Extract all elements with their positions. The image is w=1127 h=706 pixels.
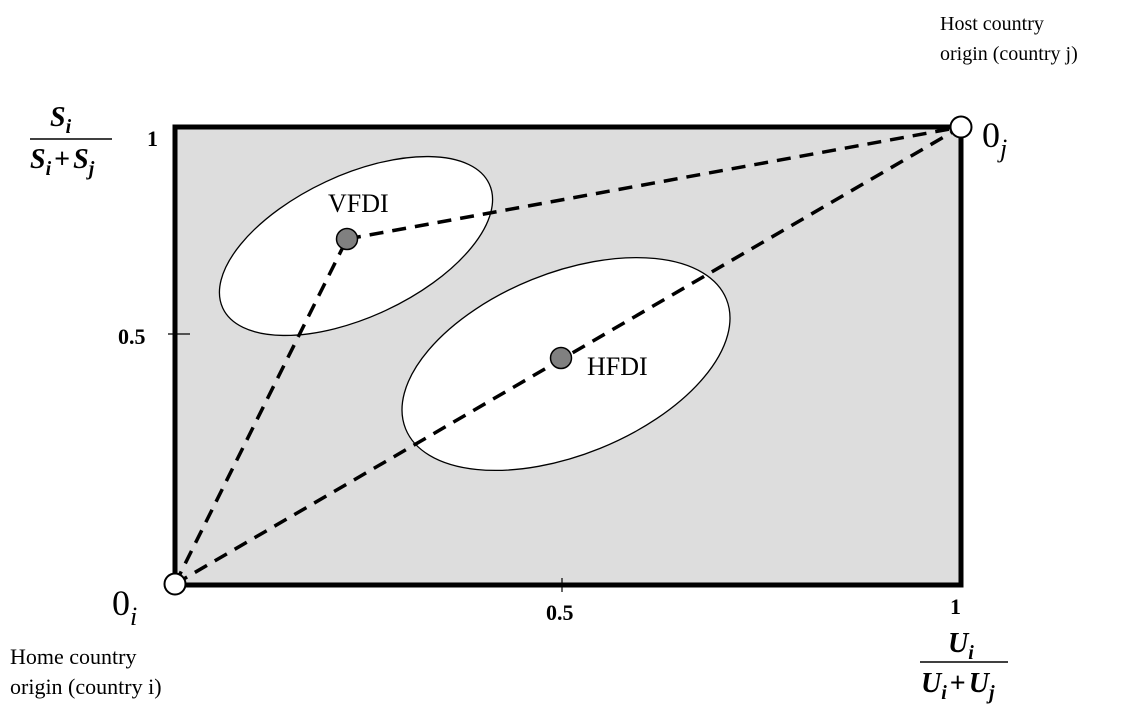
home-country-caption-2: origin (country i) (10, 674, 162, 699)
y-axis-label: Si Si + Sj (30, 102, 112, 180)
vfdi-ellipse (218, 155, 494, 337)
svg-text:Ui+Uj: Ui + Uj (921, 668, 995, 704)
y-tick-label-1: 1 (147, 126, 158, 151)
origin-i-label: 0i (112, 583, 137, 631)
home-country-caption-1: Home country (10, 644, 136, 669)
hfdi-point (549, 346, 573, 370)
line-origin-i-to-vfdi (173, 238, 349, 585)
line-origin-i-to-origin-j (174, 125, 962, 586)
host-country-caption-1: Host country (940, 13, 1044, 35)
x-axis-label: Ui Ui + Uj (920, 628, 1008, 704)
line-vfdi-to-origin-j (346, 125, 962, 241)
host-country-caption-2: origin (country j) (940, 43, 1078, 65)
x-tick-label-1: 1 (950, 594, 961, 619)
hfdi-label: HFDI (587, 352, 648, 381)
vfdi-label: VFDI (328, 189, 389, 218)
svg-text:Si+Sj: Si + Sj (30, 144, 95, 180)
vfdi-point (335, 227, 359, 251)
x-tick-label-05: 0.5 (546, 600, 574, 625)
y-tick-label-05: 0.5 (118, 324, 146, 349)
dashed-lines (173, 125, 962, 586)
origin-j-label: 0j (982, 115, 1007, 163)
svg-text:Si: Si (50, 102, 72, 138)
origin-j-marker (949, 115, 973, 139)
svg-text:Ui: Ui (948, 628, 974, 664)
origin-i-marker (163, 572, 187, 596)
